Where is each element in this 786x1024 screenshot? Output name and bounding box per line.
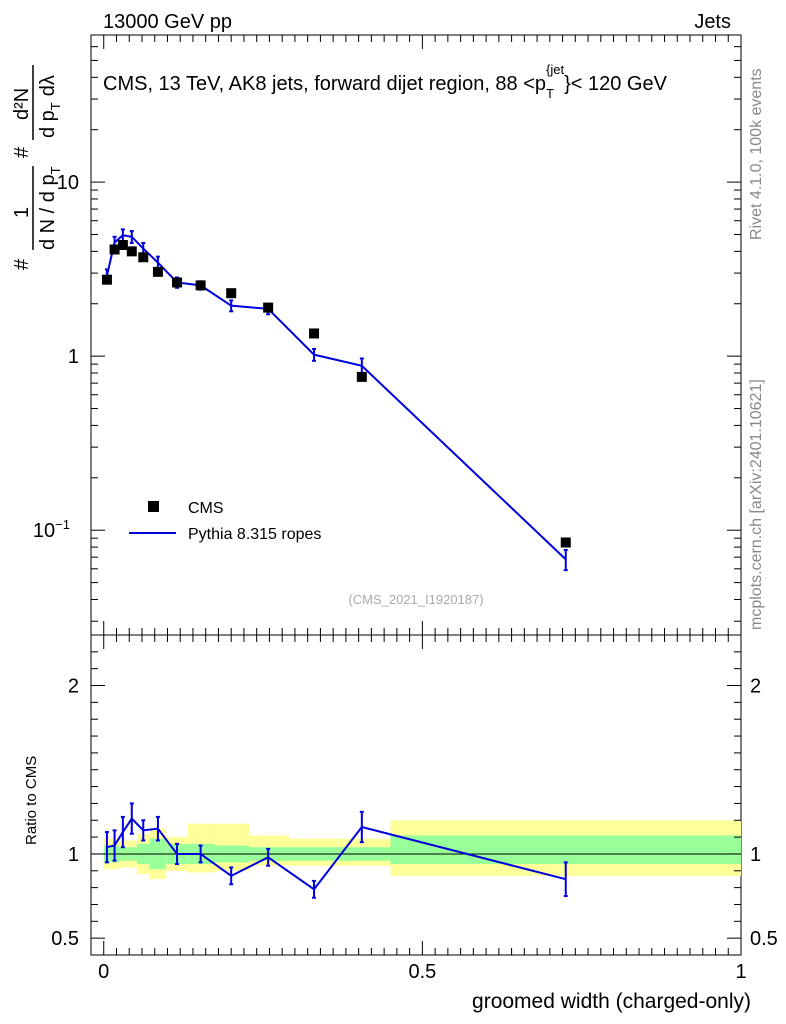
ylabel-frac2-den: d pTdλ — [37, 75, 63, 138]
legend-pythia-label: Pythia 8.315 ropes — [188, 526, 321, 543]
plot-title-main: CMS, 13 TeV, AK8 jets, forward dijet reg… — [103, 73, 546, 95]
ylabel-frac1-den-sub: T — [48, 166, 63, 174]
ylabel-frac2-den-text: d p — [37, 110, 59, 138]
cms-data-point — [126, 246, 137, 257]
site-label: mcplots.cern.ch [arXiv:2401.10621] — [748, 379, 765, 630]
main-ytick-label: 1 — [68, 346, 79, 368]
cms-data-point — [263, 302, 274, 313]
cms-data-point — [109, 244, 120, 255]
legend-cms-label: CMS — [188, 500, 224, 517]
ratio-ytick-label-left: 0.5 — [51, 928, 79, 950]
category-label: Jets — [694, 11, 731, 33]
xtick-label: 1 — [735, 961, 746, 983]
ratio-ytick-label-left: 1 — [68, 844, 79, 866]
main-ytick-label-base: 1 — [68, 346, 79, 368]
ylabel-frac2-num: d²N — [11, 88, 33, 120]
cms-data-point — [138, 252, 149, 263]
ratio-plot-frame — [90, 634, 742, 956]
ylabel-hash1: # — [11, 258, 33, 270]
cms-data-point — [101, 274, 112, 285]
legend-cms-marker — [148, 501, 159, 512]
ratio-uncertainty-bands — [103, 820, 741, 880]
cms-data-point — [172, 277, 183, 288]
ratio-ytick-label-right: 0.5 — [750, 928, 778, 950]
energy-label: 13000 GeV pp — [103, 11, 232, 33]
ylabel-frac1-den-text: d N / d p — [37, 174, 59, 250]
plot-title-end: }< 120 GeV — [564, 73, 668, 95]
main-y-axis-label: # 1 d N / d pT # d²N d pTdλ — [11, 65, 63, 270]
main-ytick-label-base: 10 — [57, 172, 79, 194]
main-ytick-label-exp: −1 — [55, 517, 70, 532]
ylabel-frac1-den: d N / d pT — [37, 166, 63, 250]
analysis-id: (CMS_2021_I1920187) — [348, 592, 483, 607]
xtick-label: 0 — [98, 961, 109, 983]
main-ytick-label-base: 10 — [33, 520, 55, 542]
main-plot-frame — [90, 34, 742, 636]
plot-title-sub: T — [546, 86, 554, 101]
band-inner-12 — [390, 835, 741, 865]
x-axis-label: groomed width (charged-only) — [472, 990, 751, 1013]
ratio-ytick-label-right: 2 — [750, 676, 761, 698]
plot-title-sup: {jet — [546, 62, 564, 77]
xtick-label: 0.5 — [408, 961, 436, 983]
plot-title: CMS, 13 TeV, AK8 jets, forward dijet reg… — [103, 62, 668, 101]
cms-data-point — [309, 328, 320, 339]
ratio-ytick-label-right: 1 — [750, 844, 761, 866]
ratio-series — [104, 802, 568, 899]
ratio-ytick-label-left: 2 — [68, 676, 79, 698]
ylabel-frac1-num: 1 — [11, 207, 33, 218]
cms-data-point — [560, 537, 571, 548]
ylabel-frac2-den-end: dλ — [37, 75, 59, 96]
cms-data-point — [356, 371, 367, 382]
cms-data-point — [117, 240, 128, 251]
main-ytick-label: 10 — [57, 172, 79, 194]
ratio-axis-ticks: 0.5 0.51 12 20 0.5 1 — [51, 635, 778, 983]
rivet-label: Rivet 4.1.0, 100k events — [748, 68, 765, 240]
cms-data-point — [226, 288, 237, 299]
ylabel-frac2-den-sub: T — [48, 102, 63, 110]
cms-data-series — [101, 240, 571, 548]
ratio-y-axis-label: Ratio to CMS — [23, 756, 40, 845]
main-ytick-label: 10−1 — [33, 517, 70, 542]
ylabel-hash2: # — [11, 146, 33, 158]
cms-data-point — [152, 266, 163, 277]
cms-data-point — [195, 280, 206, 291]
